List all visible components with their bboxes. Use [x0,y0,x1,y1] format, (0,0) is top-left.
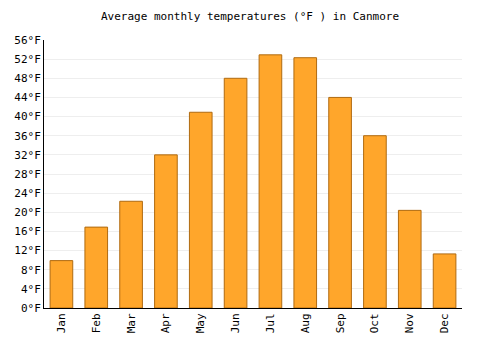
svg-text:Dec: Dec [438,313,451,333]
svg-text:Oct: Oct [368,313,381,333]
svg-text:Mar: Mar [125,313,138,333]
svg-text:May: May [194,313,207,333]
svg-text:Jul: Jul [264,313,277,333]
svg-text:28°F: 28°F [14,168,41,181]
svg-text:Apr: Apr [159,313,172,333]
svg-text:36°F: 36°F [14,130,41,143]
svg-text:32°F: 32°F [14,149,41,162]
svg-text:40°F: 40°F [14,110,41,123]
svg-text:52°F: 52°F [14,53,41,66]
svg-text:20°F: 20°F [14,206,41,219]
svg-text:44°F: 44°F [14,91,41,104]
svg-text:Jan: Jan [55,313,68,333]
svg-text:Aug: Aug [299,313,312,333]
svg-text:8°F: 8°F [21,264,41,277]
svg-text:Feb: Feb [90,313,103,333]
svg-text:4°F: 4°F [21,283,41,296]
svg-text:16°F: 16°F [14,225,41,238]
svg-text:56°F: 56°F [14,34,41,47]
svg-text:Nov: Nov [403,313,416,333]
svg-text:24°F: 24°F [14,187,41,200]
svg-text:12°F: 12°F [14,244,41,257]
svg-text:0°F: 0°F [21,302,41,315]
svg-text:Jun: Jun [229,313,242,333]
svg-text:Average monthly temperatures (: Average monthly temperatures (°F ) in Ca… [101,10,399,23]
svg-text:48°F: 48°F [14,72,41,85]
svg-text:Sep: Sep [334,313,347,333]
